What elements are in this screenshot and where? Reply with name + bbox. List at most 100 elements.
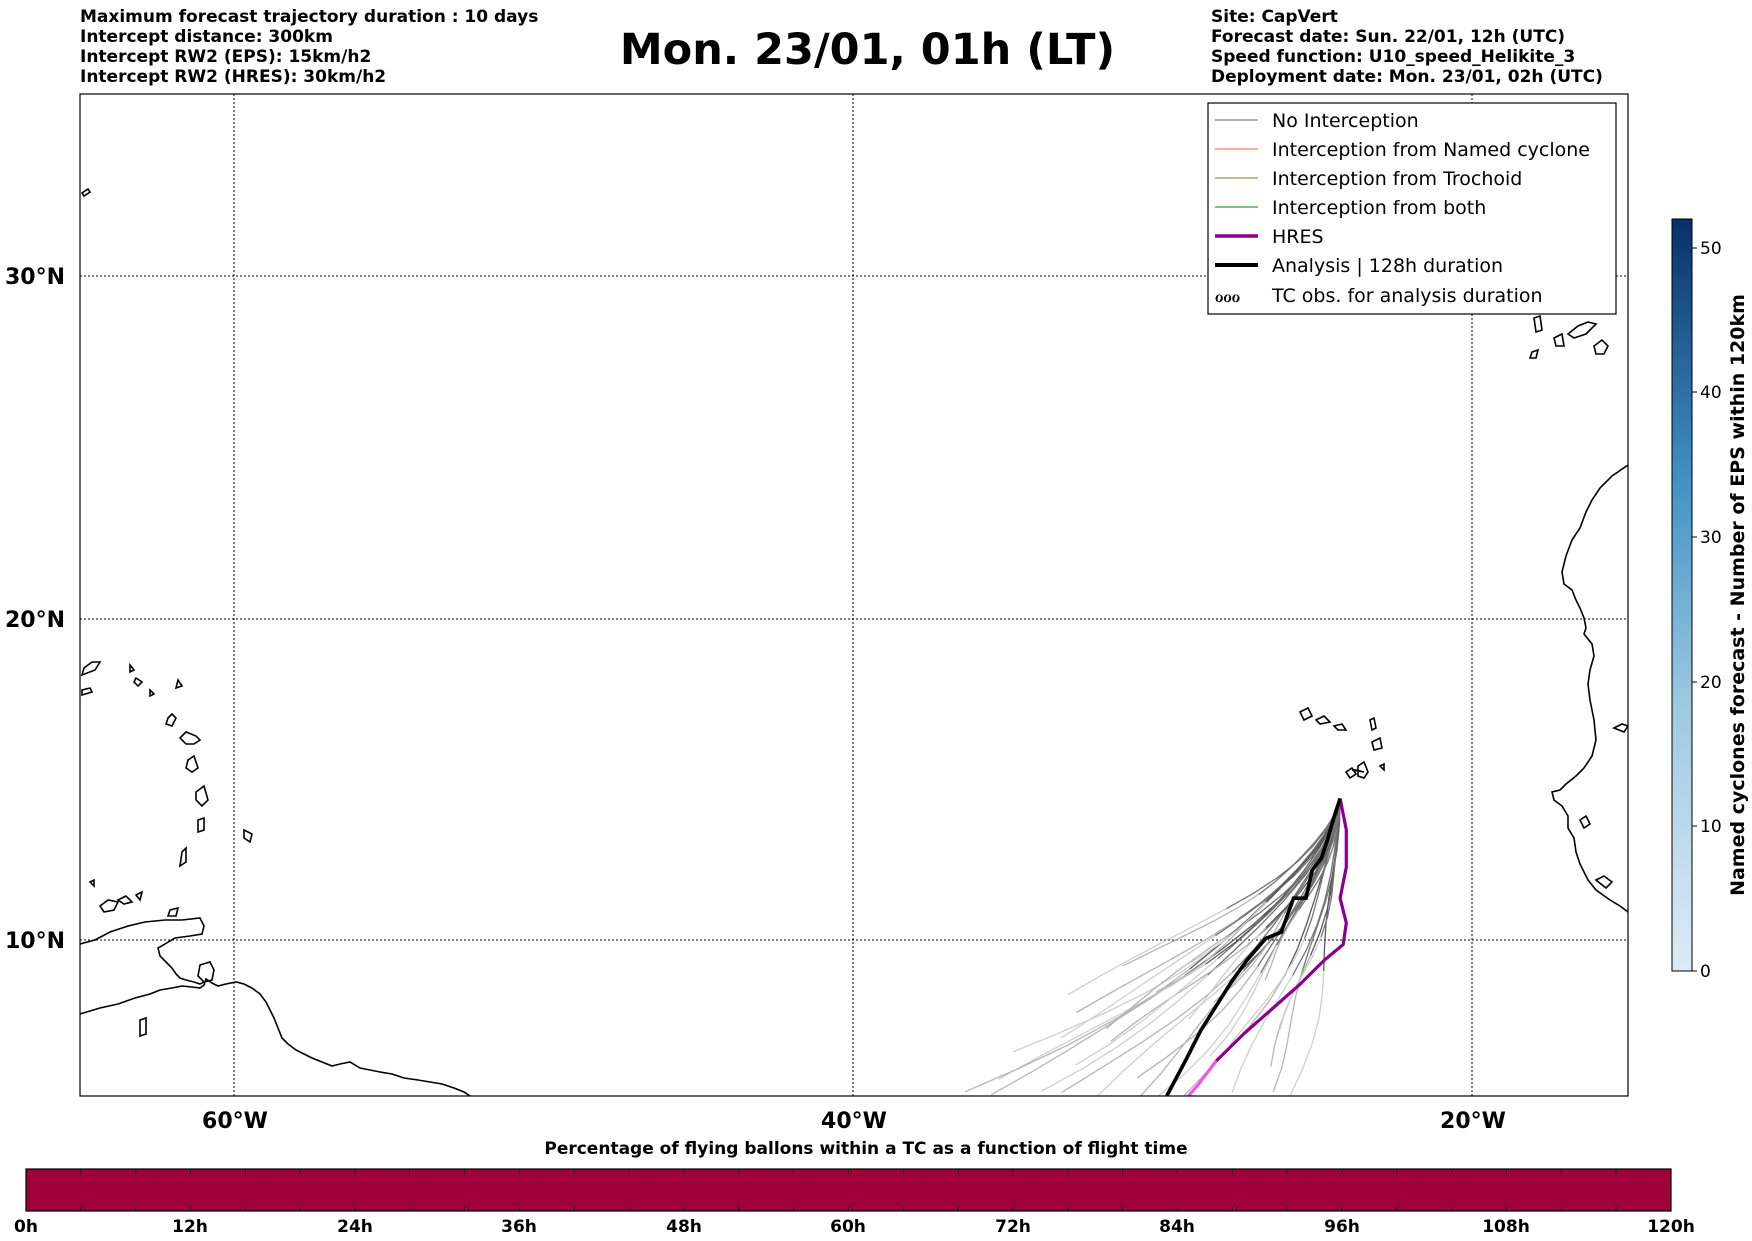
max-duration-text: Maximum forecast trajectory duration : 1… [80,7,539,27]
island-sao-vicente [1314,715,1332,725]
intercept-eps-text: Intercept RW2 (EPS): 15km/h2 [80,47,372,67]
island-aruba [116,895,134,905]
ensemble-track-tail [1264,909,1300,981]
island-sao-nicolau [1332,723,1348,731]
legend-label-analysis: Analysis | 128h duration [1272,255,1503,277]
island-boa-vista [1371,736,1383,751]
ensemble-track-tail [1272,973,1303,1093]
island-fuerteventura [1553,332,1565,347]
island-sal [1369,716,1377,732]
island-santo-antao [1298,706,1314,722]
lat-label-20n: 20°N [5,608,65,633]
cb-right-tick-30: 30 [1700,528,1722,548]
coast-south-america [80,977,471,1096]
island-margarita [134,890,144,902]
island-dominica [185,754,199,773]
island-bissagos2 [1578,814,1592,830]
ensemble-track-tail [1040,974,1209,1093]
colorbar-bottom-title: Percentage of flying ballons within a TC… [544,1139,1187,1159]
run-parameters: Maximum forecast trajectory duration : 1… [80,7,538,87]
map-frame [79,93,1629,1097]
coast-venezuela [80,917,205,985]
coast-gambia [1612,723,1628,733]
ensemble-track-tail [1231,975,1294,1093]
ensemble-track-tail [1060,935,1216,1039]
ensemble-track-tail [1136,966,1259,1079]
island-gran-canaria-arch [1566,321,1598,339]
ensemble-track-tail [1209,944,1278,1057]
colorbar-right-label: Named cyclones forecast - Number of EPS … [1727,294,1749,896]
colorbar-bottom-minor-ticks [25,1169,1672,1211]
forecast-date-text: Forecast date: Sun. 22/01, 12h (UTC) [1211,27,1566,47]
ensemble-track-tail [1067,908,1227,996]
island-maio [1378,762,1385,772]
colorbar-bottom-tick-labels: 0h 12h 24h 36h 48h 60h 72h 84h 96h 108h … [14,1217,1695,1237]
ensemble-track-tail [1188,927,1267,1020]
cb-bottom-tick-108h: 108h [1482,1217,1530,1237]
cb-bottom-tick-84h: 84h [1159,1217,1195,1237]
island-fogo [1344,766,1358,780]
hres-track-tail [1187,1060,1218,1096]
island-santiago [1357,760,1369,779]
deployment-date-text: Deployment date: Mon. 23/01, 02h (UTC) [1211,67,1603,87]
cb-bottom-tick-24h: 24h [337,1217,373,1237]
lon-label-60w: 60°W [202,1109,268,1134]
lon-label-20w: 20°W [1440,1109,1506,1134]
coast-west-africa [1551,464,1628,913]
island-stlucia [197,816,205,834]
cb-right-tick-10: 10 [1700,817,1722,837]
cb-bottom-tick-60h: 60h [830,1217,866,1237]
ensemble-track-tail [1012,950,1212,1053]
ensemble-track-tail [964,968,1190,1093]
island-virgin [81,687,94,697]
island-bonaire [88,878,95,888]
ensemble-track-tail [1096,970,1242,1096]
intercept-distance-text: Intercept distance: 300km [80,27,333,47]
ensemble-track [1265,798,1341,903]
colorbar-bottom-bar [25,1168,1672,1212]
island-bissagos [1594,875,1614,890]
island-guadeloupe-w [164,712,177,727]
colorbar-right-gradient [1671,218,1693,972]
ensemble-track-tail [1156,912,1256,993]
legend-label-trochoid: Interception from Trochoid [1272,168,1522,190]
coastlines [80,187,1628,1096]
page-title: Mon. 23/01, 01h (LT) [619,25,1116,75]
lon-label-40w: 40°W [821,1109,887,1134]
legend-label-no-interception: No Interception [1272,110,1419,132]
island-lanzarote [1533,314,1543,334]
ensemble-track-tail [1110,943,1249,1042]
colorbar-bottom: Percentage of flying ballons within a TC… [14,1139,1695,1237]
cb-bottom-tick-72h: 72h [995,1217,1031,1237]
intercept-hres-text: Intercept RW2 (HRES): 30km/h2 [80,67,387,87]
lat-label-30n: 30°N [5,265,65,290]
island-montserrat [149,688,156,698]
lat-label-10n: 10°N [5,929,65,954]
island-puerto-rico [80,661,102,677]
cb-right-tick-40: 40 [1700,383,1722,403]
cb-right-tick-20: 20 [1700,673,1722,693]
island-anguilla [129,662,136,674]
ensemble-track [1298,798,1341,910]
ensemble-track-tail [1076,918,1239,1014]
coast-trinidad [197,961,215,983]
ensemble-track-tail [998,963,1207,1080]
ensemble-track-tail [1075,958,1219,1066]
speed-function-text: Speed function: U10_speed_Helikite_3 [1211,47,1576,67]
island-barbados [243,828,253,844]
legend-label-named-cyclone: Interception from Named cyclone [1272,139,1590,161]
hres-track [1215,798,1348,1063]
island-guadeloupe [178,731,202,745]
site-text: Site: CapVert [1211,7,1338,27]
cb-bottom-tick-0h: 0h [14,1217,38,1237]
colorbar-right-ticks [1692,247,1697,972]
cb-bottom-tick-120h: 120h [1647,1217,1695,1237]
ensemble-track-tail [1229,938,1306,1045]
island-bermuda [80,187,92,198]
forecast-info: Site: CapVert Forecast date: Sun. 22/01,… [1211,7,1603,87]
island-antigua [174,678,184,690]
cb-right-tick-50: 50 [1700,239,1722,259]
cb-bottom-tick-12h: 12h [172,1217,208,1237]
ensemble-track [1217,798,1341,960]
trajectory-layer [964,797,1348,1096]
